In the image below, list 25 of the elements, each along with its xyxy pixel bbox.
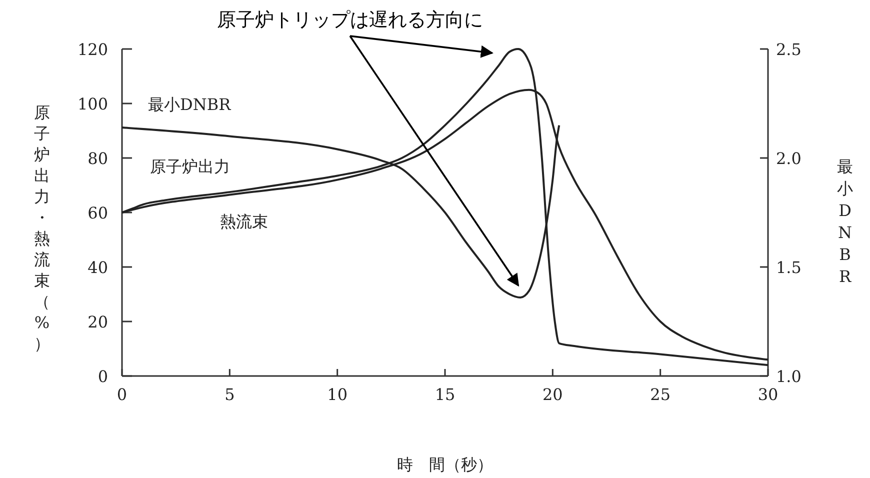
x-tick-label: 0 [116,385,128,404]
x-tick-label: 15 [434,385,456,404]
y2-tick-label: 2.5 [776,40,802,59]
series-label: 原子炉出力 [150,157,230,176]
x-tick-label: 10 [327,385,348,404]
y-tick-label: 60 [88,204,108,222]
text: 原子炉出力・熱流束（%） [34,103,50,353]
series-label: 最小DNBR [148,95,232,114]
y2-tick-label: 1.5 [776,258,802,277]
x-axis-title: 時 間（秒） [397,455,493,474]
y2-axis-title: 最小DNBR [837,157,853,286]
y-tick-label: 0 [98,367,108,386]
y-tick-label: 120 [77,40,108,59]
x-tick-label: 5 [224,385,235,404]
text: 原子炉トリップは遅れる方向に [217,9,483,31]
x-tick-label: 25 [650,385,671,404]
y2-tick-label: 2.0 [776,149,802,168]
x-tick-label: 20 [542,385,563,404]
y-tick-label: 40 [88,258,108,277]
series-label: 熱流束 [220,212,268,231]
y2-tick-label: 1.0 [776,367,802,386]
y-tick-label: 100 [77,94,108,114]
x-tick-label: 30 [758,385,778,404]
y-tick-label: 20 [88,312,108,332]
y-tick-label: 80 [88,149,108,168]
